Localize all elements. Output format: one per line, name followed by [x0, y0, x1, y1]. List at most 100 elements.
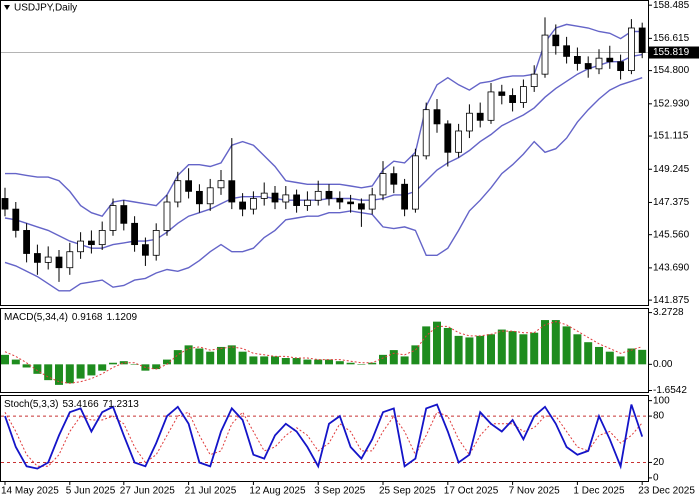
candle-body — [249, 198, 257, 210]
candle-body — [433, 109, 441, 125]
x-tick-label: 1 Dec 2025 — [573, 486, 625, 497]
macd-bar — [357, 364, 366, 365]
candle-body — [77, 240, 84, 253]
candle-body — [606, 57, 614, 63]
candle-body — [574, 56, 581, 64]
macd-bar — [638, 349, 647, 365]
bollinger-band — [4, 77, 643, 292]
macd-bar — [389, 350, 398, 365]
x-tick-label: 5 Jun 2025 — [66, 486, 116, 497]
stoch-panel — [0, 395, 649, 482]
candle-body — [303, 199, 311, 206]
macd-bar — [335, 361, 344, 365]
macd-bar — [217, 346, 225, 365]
macd-bar — [55, 364, 63, 385]
candle-body — [617, 61, 624, 72]
candle-body — [314, 190, 322, 201]
macd-bar — [195, 348, 204, 365]
candle-body — [336, 198, 344, 203]
indicator-title: Stoch(5,3,3) — [4, 399, 58, 410]
indicator-title: MACD(5,34,4) — [4, 312, 68, 323]
candle-body — [120, 205, 128, 224]
y-tick-label: 100 — [653, 395, 670, 406]
macd-bar — [87, 364, 96, 376]
y-tick-label: 141.875 — [653, 295, 690, 306]
macd-bar — [379, 354, 387, 365]
macd-bar — [249, 356, 258, 365]
candle-body — [563, 45, 570, 57]
candle-body — [347, 201, 355, 205]
x-tick-label: 17 Oct 2025 — [444, 486, 499, 497]
y-tick-label: 3.2728 — [653, 307, 684, 318]
candle-body — [595, 57, 603, 70]
y-tick-label: 145.560 — [653, 229, 690, 240]
candle-body — [88, 240, 95, 246]
macd-bar — [163, 359, 171, 365]
macd-bar — [573, 334, 582, 365]
candle-body — [44, 256, 52, 263]
candle-body — [465, 112, 473, 132]
candle-body — [163, 201, 171, 231]
chart-title: USDJPY,Daily — [14, 3, 77, 14]
macd-bar — [497, 329, 506, 365]
macd-bar — [595, 346, 603, 365]
macd-bar — [476, 335, 485, 365]
stoch-k — [4, 403, 644, 470]
macd-bar — [22, 364, 31, 368]
macd-bar — [206, 351, 215, 365]
macd-bar — [433, 321, 441, 365]
indicator-v0: 53.4166 — [62, 399, 99, 410]
bollinger-band — [4, 53, 643, 249]
macd-bar — [271, 356, 279, 365]
candle-body — [239, 201, 247, 210]
candle-body — [422, 109, 430, 157]
y-tick-label: 156.615 — [653, 33, 690, 44]
bollinger-band — [5, 23, 643, 218]
candle-body — [282, 194, 290, 203]
y-tick-label: 147.375 — [653, 197, 690, 208]
macd-bar — [173, 350, 182, 365]
last-price-label: 155.819 — [653, 47, 690, 58]
macd-bar — [119, 361, 128, 365]
candle-body — [131, 222, 139, 246]
macd-bar — [551, 320, 560, 365]
macd-bar — [530, 332, 539, 365]
indicator-v1: 71.2313 — [103, 399, 140, 410]
candle-body — [628, 27, 635, 72]
macd-bar — [303, 359, 312, 365]
y-tick-label: 152.930 — [653, 98, 690, 109]
macd-bar — [487, 334, 495, 365]
macd-bar — [33, 364, 42, 374]
y-tick-label: 154.800 — [653, 65, 690, 76]
macd-signal — [4, 321, 643, 384]
macd-bar — [238, 351, 247, 365]
candle-body — [217, 180, 225, 189]
candle-body — [368, 194, 376, 210]
y-tick-label: 158.485 — [653, 0, 690, 11]
y-tick-label: 0 — [653, 473, 659, 484]
menu-triangle — [4, 5, 10, 10]
candle-body — [379, 173, 387, 196]
candle-body — [444, 123, 452, 153]
x-tick-label: 21 Jul 2025 — [185, 486, 237, 497]
candle-body — [12, 208, 20, 231]
macd-bar — [76, 364, 85, 379]
y-tick-label: 20 — [653, 457, 665, 468]
macd-bar — [541, 320, 549, 365]
candle-body — [487, 91, 495, 121]
stoch-d — [4, 411, 643, 467]
candle-body — [520, 86, 527, 103]
candle-body — [34, 253, 41, 263]
candle-body — [552, 34, 560, 47]
macd-bar — [627, 348, 636, 365]
macd-bar — [422, 326, 431, 365]
y-tick-label: 80 — [653, 411, 665, 422]
macd-bar — [346, 362, 355, 365]
macd-bar — [400, 356, 409, 365]
candle-body — [509, 95, 517, 103]
x-tick-label: 12 Aug 2025 — [249, 486, 306, 497]
macd-bar — [616, 356, 625, 365]
candle-body — [206, 187, 214, 205]
macd-bar — [11, 359, 20, 365]
